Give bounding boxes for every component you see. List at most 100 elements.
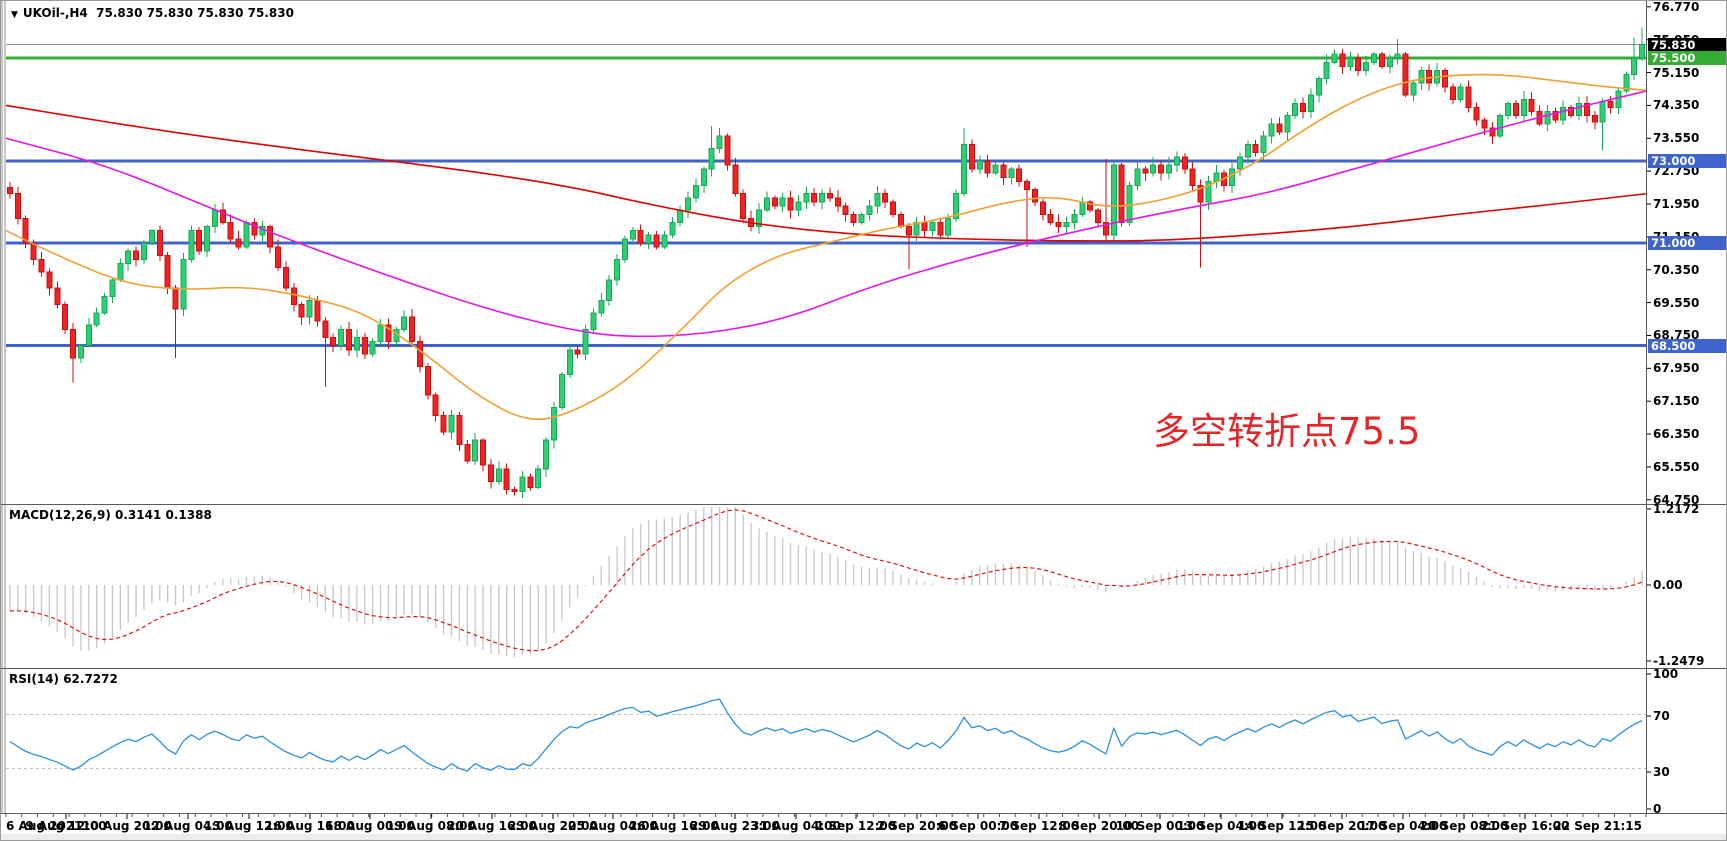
candle-body — [1520, 98, 1527, 117]
candle-body — [480, 439, 487, 466]
candle-body — [740, 193, 747, 219]
price-axis-label: 67.950 — [1653, 361, 1700, 376]
candle-body — [1323, 61, 1330, 80]
candle-body — [1268, 123, 1275, 137]
indicator-axis-label: 100 — [1653, 667, 1679, 681]
candle-body — [1418, 69, 1425, 84]
candle-body — [566, 349, 573, 375]
candle-body — [724, 135, 731, 166]
candle-body — [1512, 102, 1519, 117]
candle-body — [1505, 102, 1512, 117]
candle-body — [1331, 53, 1338, 63]
candle-body — [298, 304, 305, 318]
medium-ma-line — [5, 90, 1647, 338]
candle-body — [1615, 90, 1622, 108]
candle-body — [574, 349, 581, 355]
candle-body — [369, 341, 376, 355]
time-axis-label: 18 Aug 00:00 — [325, 819, 415, 833]
price-axis-label: 74.350 — [1653, 98, 1700, 113]
candle-body — [46, 271, 53, 289]
candle-body — [1394, 53, 1401, 59]
candle-body — [1599, 100, 1606, 123]
candle-body — [590, 312, 597, 330]
candle-body — [1639, 44, 1646, 59]
candle-body — [669, 221, 676, 236]
candle-body — [763, 197, 770, 211]
candle-body — [677, 209, 684, 223]
candle-body — [125, 250, 132, 265]
fast-ma-line — [5, 73, 1647, 420]
candle-body — [487, 464, 494, 482]
candle-body — [156, 230, 163, 256]
candle-body — [30, 242, 37, 260]
candle-body — [550, 406, 557, 441]
candle-body — [842, 205, 849, 215]
candle-body — [1307, 94, 1314, 113]
indicator-axis-label: 1.2172 — [1653, 502, 1700, 516]
candle-body — [1150, 164, 1157, 174]
time-axis-label: 1 Sep 12:00 — [815, 819, 897, 833]
chart-title: ▼ UKOil-,H4 75.830 75.830 75.830 75.830 — [11, 6, 294, 20]
time-axis-label: 23 Aug 20:00 — [508, 819, 598, 833]
candle-body — [322, 320, 329, 339]
candle-body — [795, 201, 802, 211]
candle-body — [62, 304, 69, 330]
candle-body — [472, 439, 479, 462]
rsi-line — [9, 698, 1643, 772]
time-axis-label: 15 Sep 20:00 — [1297, 819, 1387, 833]
candle-body — [440, 415, 447, 433]
candle-body — [1205, 180, 1212, 203]
price-axis-label: 67.150 — [1653, 394, 1700, 409]
candle-body — [1583, 102, 1590, 117]
candle-body — [424, 365, 431, 396]
candle-body — [1079, 201, 1086, 215]
candle-body — [85, 324, 92, 347]
candle-body — [188, 230, 195, 260]
candle-body — [1095, 209, 1102, 223]
candle-body — [1465, 86, 1472, 108]
time-axis-label: 6 Sep 00:00 — [937, 819, 1019, 833]
candle-body — [992, 164, 999, 174]
candle-body — [685, 197, 692, 211]
candle-body — [1071, 213, 1078, 223]
chart-text-annotation[interactable]: 多空转折点75.5 — [1153, 410, 1421, 453]
candle-body — [1189, 168, 1196, 187]
candle-body — [164, 254, 171, 289]
candle-body — [929, 221, 936, 232]
time-axis-label: 8 Sep 20:00 — [1058, 819, 1140, 833]
candle-body — [960, 143, 967, 195]
candle-body — [874, 193, 881, 207]
candle-body — [732, 164, 739, 195]
price-axis-label: 64.750 — [1653, 492, 1700, 507]
candle-body — [1528, 98, 1535, 113]
time-axis-label: 6 Aug 2021 — [6, 819, 83, 833]
price-tag-73.000: 73.000 — [1648, 153, 1726, 168]
candle-body — [645, 234, 652, 244]
candle-body — [527, 476, 534, 488]
candle-body — [93, 312, 100, 326]
candle-body — [882, 193, 889, 203]
time-axis-label: 17 Sep 04:00 — [1358, 819, 1448, 833]
candle-body — [1623, 74, 1630, 92]
price-tag-75.830: 75.830 — [1648, 37, 1726, 52]
candle-body — [172, 287, 179, 310]
candle-body — [621, 238, 628, 260]
candle-body — [1575, 102, 1582, 117]
candle-body — [716, 135, 723, 150]
collapse-triangle-icon[interactable]: ▼ — [11, 10, 18, 20]
candle-body — [1552, 111, 1559, 121]
price-tag-75.500: 75.500 — [1648, 51, 1726, 66]
ohlc-values: 75.830 75.830 75.830 75.830 — [96, 6, 294, 20]
candle-body — [1008, 168, 1015, 178]
candle-body — [1142, 168, 1149, 174]
candle-body — [1355, 57, 1362, 71]
candle-body — [811, 193, 818, 203]
time-axis-label: 29 Aug 23:00 — [690, 819, 780, 833]
price-axis-label: 65.550 — [1653, 459, 1700, 474]
candle-body — [1489, 127, 1496, 137]
candle-body — [1292, 102, 1299, 117]
time-axis-label: 31 Aug 04:00 — [751, 819, 841, 833]
time-axis-label: 10 Sep 00:00 — [1115, 819, 1205, 833]
